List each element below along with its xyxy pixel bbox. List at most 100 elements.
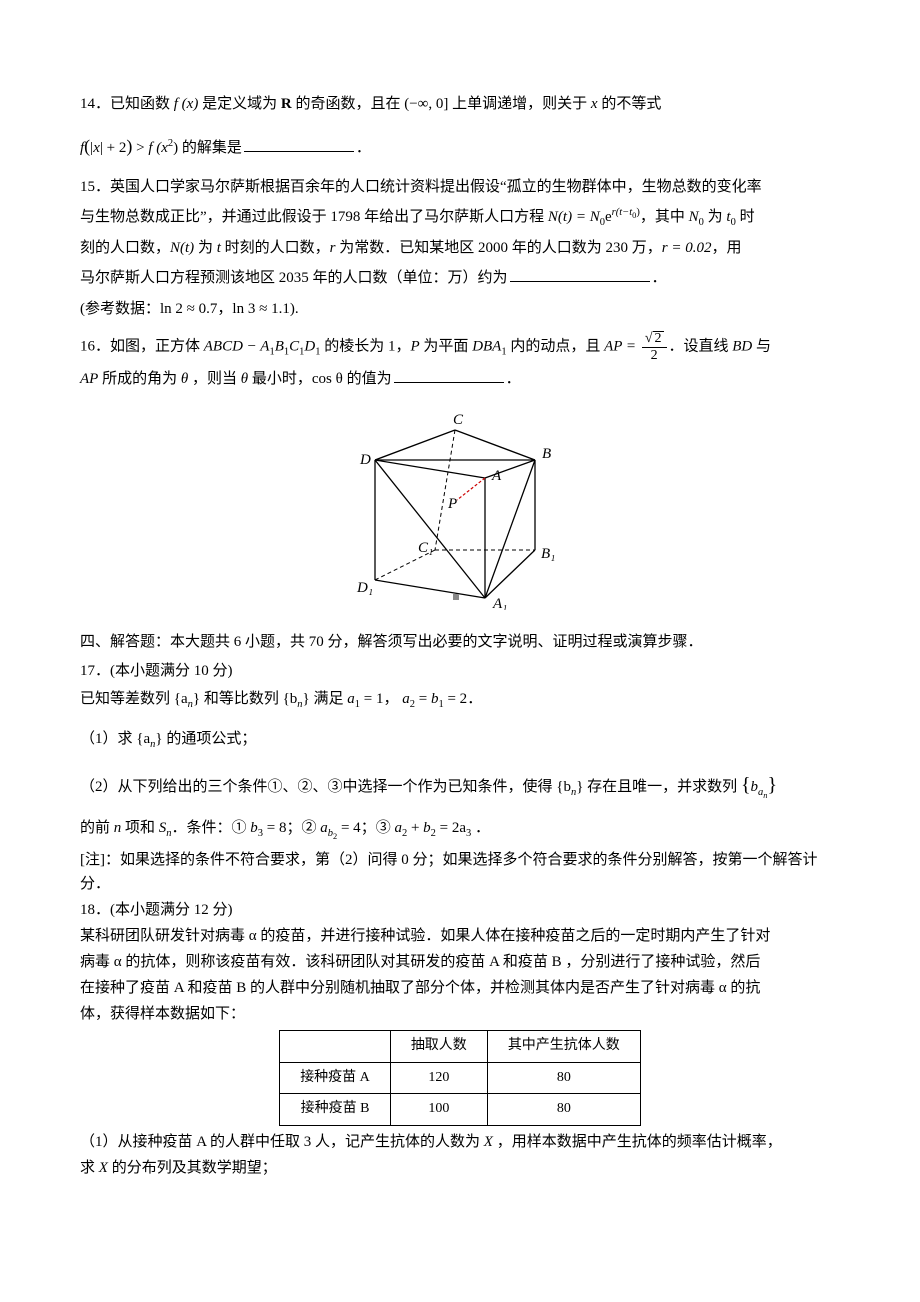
text: 在接种了疫苗 A 和疫苗 B 的人群中分别随机抽取了部分个体，并检测其体内是否产… [80,980,760,996]
text: 为 [704,209,727,225]
label-B: B [542,446,551,462]
brace: } [193,691,200,707]
exp: r(t−t [612,207,633,218]
text: 马尔萨斯人口方程预测该地区 2035 年的人口数（单位：万）约为 [80,270,508,286]
e: e [605,209,612,225]
label-D1: D₁ [356,580,373,596]
q15-line1: 15．英国人口学家马尔萨斯根据百余年的人口统计资料提出假设“孤立的生物群体中，生… [80,173,840,202]
a: a [320,820,328,836]
table-cell: 接种疫苗 A [280,1062,391,1094]
table-header [280,1031,391,1063]
text: 为平面 [420,339,473,355]
label-A1: A₁ [492,596,507,610]
set-R: R [281,96,292,112]
q17-part1: （1）求 {an} 的通项公式； [80,725,840,754]
eq: = 8 [263,820,286,836]
q18-l3: 在接种了疫苗 A 和疫苗 B 的人群中分别随机抽取了部分个体，并检测其体内是否产… [80,976,840,1000]
eq: = 4 [337,820,360,836]
text: 满足 [310,691,348,707]
table-cell: 80 [487,1094,640,1126]
q18-l1: 某科研团队研发针对病毒 α 的疫苗，并进行接种试验．如果人体在接种疫苗之后的一定… [80,924,840,948]
q16-line1: 16．如图，正方体 ABCD − A1B1C1D1 的棱长为 1，P 为平面 D… [80,331,840,363]
theta: θ [241,371,248,387]
x: x [591,96,598,112]
D: D [304,339,315,355]
text: 内的动点，且 [507,339,605,355]
eq: = 2 [444,691,467,707]
text: 的奇函数，且在 [292,96,405,112]
text: 与 [752,339,771,355]
P: P [411,339,420,355]
table-header-row: 抽取人数 其中产生抗体人数 [280,1031,641,1063]
bn: {b [283,691,298,707]
text: 存在且唯一，并求数列 [583,779,741,795]
text: 16．如图，正方体 [80,339,204,355]
gt: > [132,140,148,156]
fx: f (x) [174,96,199,112]
b: b [423,820,431,836]
table-row: 接种疫苗 B 100 80 [280,1094,641,1126]
table-cell: 120 [390,1062,487,1094]
plus: + [407,820,423,836]
eq: = 2a [436,820,466,836]
text: 的分布列及其数学期望； [108,1160,277,1176]
sub: 2 [410,699,415,710]
text: ，用 [711,240,741,256]
q14-line1: 14．已知函数 f (x) 是定义域为 R 的奇函数，且在 (−∞, 0] 上单… [80,90,840,119]
text: 为 [194,240,217,256]
text: ，用样本数据中产生抗体的频率估计概率， [493,1134,782,1150]
table-header: 抽取人数 [390,1031,487,1063]
table-header: 其中产生抗体人数 [487,1031,640,1063]
N0: N [689,209,699,225]
brace: { [741,774,751,796]
ln3: ln 3 ≈ 1.1 [232,301,289,317]
C: C [289,339,299,355]
req: r = 0.02 [662,240,712,256]
ln2: ln 2 ≈ 0.7 [160,301,217,317]
q15-line3: 刻的人口数，N(t) 为 t 时刻的人口数，r 为常数．已知某地区 2000 年… [80,234,840,263]
q15-line2: 与生物总数成正比”，并通过此假设于 1798 年给出了马尔萨斯人口方程 N(t)… [80,203,840,232]
cube-figure: C B D A P C₁ B₁ D₁ A₁ [80,400,840,621]
label-C1: C₁ [418,540,433,556]
q17-conditions: 的前 n 项和 Sn．条件：① b3 = 8；② ab2 = 4；③ a2 + … [80,814,840,843]
Nt: N(t) [170,240,194,256]
a: a [394,820,402,836]
q15-line5: (参考数据：ln 2 ≈ 0.7，ln 3 ≈ 1.1). [80,295,840,324]
cube: ABCD − A [204,339,270,355]
q18-part1-b: 求 X 的分布列及其数学期望； [80,1156,840,1180]
text: 14．已知函数 [80,96,174,112]
text: 时刻的人口数， [221,240,330,256]
Nt: N(t) = N [548,209,600,225]
label-B1: B₁ [541,546,555,562]
blank [394,367,504,383]
text: 15．英国人口学家马尔萨斯根据百余年的人口统计资料提出假设“孤立的生物群体中，生… [80,179,762,195]
q17-note: [注]：如果选择的条件不符合要求，第（2）问得 0 分；如果选择多个符合要求的条… [80,848,840,896]
q14-line2: f(|x| + 2) > f (x2) 的解集是． [80,129,840,163]
an: {a [136,731,150,747]
an: {a [174,691,188,707]
brace: } [155,731,162,747]
text: 是定义域为 [198,96,281,112]
eq: = 1 [360,691,383,707]
period: ． [467,691,482,707]
q18-l4: 体，获得样本数据如下： [80,1002,840,1026]
text: 的棱长为 1， [320,339,410,355]
text: 18．(本小题满分 12 分) [80,902,233,918]
interval: (−∞, 0] [404,96,448,112]
X: X [484,1134,493,1150]
text: ．条件：① [172,820,251,836]
q17-title: 17．(本小题满分 10 分) [80,659,840,683]
comma: ， [217,301,232,317]
cos: cos θ [312,371,343,387]
text: 的不等式 [598,96,662,112]
q16-line2: AP 所成的角为 θ ，则当 θ 最小时，cos θ 的值为． [80,365,840,394]
table-cell: 100 [390,1094,487,1126]
q18-title: 18．(本小题满分 12 分) [80,898,840,922]
text: 的解集是 [178,140,242,156]
text: 时 [736,209,755,225]
q18-part1-a: （1）从接种疫苗 A 的人群中任取 3 人，记产生抗体的人数为 X ，用样本数据… [80,1130,840,1154]
text: （1）从接种疫苗 A 的人群中任取 3 人，记产生抗体的人数为 [80,1134,484,1150]
text: ). [290,301,299,317]
text: 刻的人口数， [80,240,170,256]
text: [注]：如果选择的条件不符合要求，第（2）问得 0 分；如果选择多个符合要求的条… [80,852,818,892]
